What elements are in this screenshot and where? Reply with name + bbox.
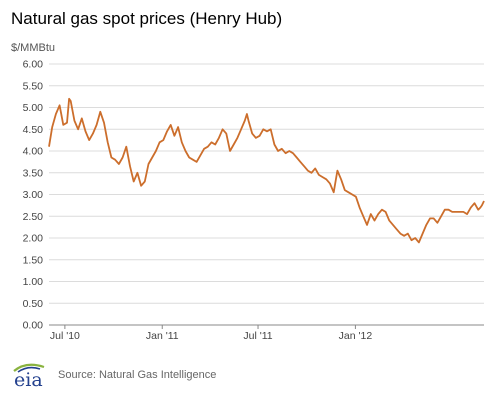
y-tick-label: 0.00 [23,320,44,332]
x-tick-label: Jul '10 [50,330,80,342]
y-tick-label: 3.00 [23,189,44,201]
y-tick-label: 3.50 [23,167,44,179]
eia-logo: eia [13,363,45,390]
y-tick-label: 4.00 [23,146,44,158]
y-tick-labels: 0.00 0.50 1.00 1.50 2.00 2.50 3.00 3.50 4.00 4.50… [23,59,44,332]
y-tick-label: 5.00 [23,102,44,114]
y-axis-label: $/MMBtu [11,42,56,54]
price-series-line [48,97,485,244]
y-tick-label: 5.50 [23,80,44,92]
source-note: Source: Natural Gas Intelligence [58,369,217,381]
grid-layer [49,63,484,329]
chart-title: Natural gas spot prices (Henry Hub) [11,9,283,28]
y-tick-label: 2.00 [23,233,44,245]
x-tick-labels: Jul '10 Jan '11 Jul '11 Jan '12 [50,330,372,342]
eia-logo-text: eia [14,369,43,390]
y-tick-label: 1.00 [23,276,44,288]
y-tick-label: 4.50 [23,124,44,136]
x-tick-label: Jan '12 [339,330,373,342]
y-tick-label: 1.50 [23,254,44,266]
series-layer [48,97,485,244]
y-tick-label: 2.50 [23,211,44,223]
x-tick-label: Jan '11 [146,330,179,342]
x-tick-label: Jul '11 [243,330,272,342]
y-tick-label: 0.50 [23,298,44,310]
y-tick-label: 6.00 [23,59,44,71]
